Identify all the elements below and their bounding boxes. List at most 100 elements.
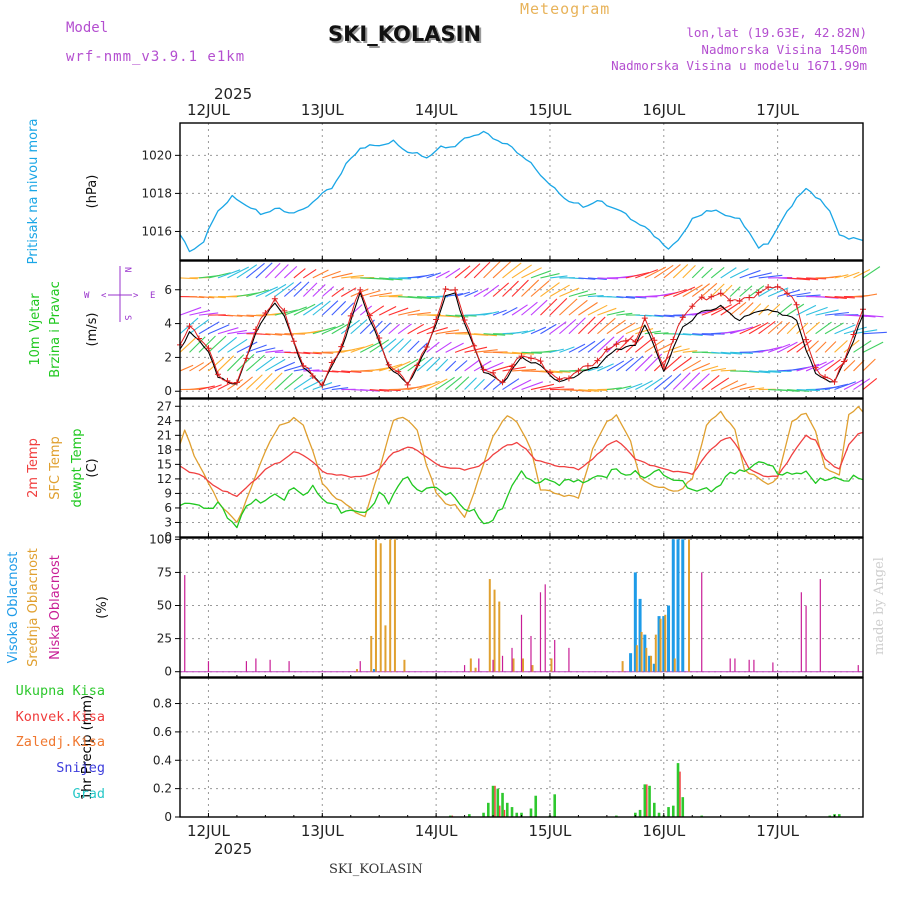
wind-arrow: [198, 321, 220, 335]
wind-arrow: [739, 370, 760, 373]
wind-gust-marker: [518, 353, 525, 360]
wind-arrow: [834, 324, 856, 335]
wind-arrow: [198, 312, 219, 316]
total-precip-bar: [496, 788, 500, 817]
wind-arrow: [578, 340, 596, 353]
conv-precip-bar: [451, 815, 454, 817]
wind-gust-marker: [423, 343, 430, 350]
wind-gust-marker: [414, 362, 421, 369]
wind-arrow: [388, 323, 400, 335]
wind-gust-marker: [774, 283, 781, 290]
wind-arrow: [796, 388, 820, 392]
low-cloud-bar: [245, 661, 248, 672]
wind-arrow: [360, 388, 379, 392]
precip-legend-2: Zaledj.Kisa: [16, 734, 105, 750]
wind-arrow: [843, 379, 864, 391]
wind-arrow: [682, 372, 701, 390]
wind-arrow: [350, 343, 374, 353]
wind-arrow: [483, 284, 500, 297]
sfc-temp-line: [179, 405, 864, 523]
ytick-label-temperature-8: 24: [157, 414, 172, 428]
low-cloud-bar: [511, 647, 513, 672]
wind-arrow: [644, 330, 662, 335]
wind-arrow: [530, 326, 547, 335]
total-precip-bar: [529, 808, 533, 817]
wind-arrow: [692, 362, 710, 372]
wind-arrow: [521, 329, 536, 335]
wind-arrow: [701, 306, 725, 316]
wind-gust-marker: [736, 298, 743, 305]
wind-arrow: [796, 277, 819, 281]
precip-legend-4: Grad: [72, 786, 105, 802]
mid-cloud-bar: [654, 634, 657, 672]
footer-station: SKI_KOLASIN: [329, 862, 423, 877]
wind-gust-marker: [347, 312, 354, 319]
wind-arrow: [445, 376, 463, 390]
wind-gust-marker: [594, 357, 601, 364]
wind-arrow: [407, 340, 420, 353]
total-precip-bar: [657, 812, 661, 817]
wind-arrow: [549, 370, 571, 373]
ytick-label-wind-3: 6: [164, 283, 172, 297]
wind-arrow: [208, 335, 227, 353]
wind-gust-marker: [708, 293, 715, 300]
wind-arrow: [682, 350, 698, 353]
wind-arrow: [369, 277, 394, 281]
ytick-label-wind-1: 2: [164, 350, 172, 364]
wind-arrow: [521, 301, 538, 316]
mid-cloud-bar: [664, 614, 667, 672]
total-precip-bar: [634, 812, 637, 817]
ylabel-wind-0: 10m Vjetar: [28, 293, 43, 366]
mid-cloud-bar: [493, 589, 496, 672]
wind-arrow: [653, 353, 672, 372]
low-cloud-bar: [184, 575, 186, 672]
precip-legend-0: Ukupna Kisa: [16, 683, 105, 699]
wind-arrow: [511, 279, 529, 297]
wind-arrow: [853, 268, 871, 279]
wind-arrow: [625, 335, 644, 353]
wind-arrow: [454, 376, 470, 390]
wind-arrow: [454, 360, 468, 372]
ylabel-temperature-1: SFC Temp: [48, 436, 63, 500]
high-cloud-bar: [648, 655, 652, 672]
wind-arrow: [407, 295, 432, 300]
wind-arrow: [312, 300, 331, 316]
low-cloud-bar: [269, 659, 271, 672]
wind-arrow: [189, 336, 206, 353]
wind-arrow: [388, 360, 411, 372]
station-title: SKI_KOLASIN: [328, 22, 482, 46]
mid-cloud-bar: [374, 539, 377, 672]
wind-arrow: [464, 263, 481, 279]
low-cloud-bar: [701, 572, 703, 672]
wind-arrow: [492, 363, 516, 372]
panel-frame-wind: [179, 260, 864, 399]
wind-arrow: [568, 388, 592, 392]
panel-pressure: [179, 123, 864, 260]
wind-arrow: [739, 323, 762, 335]
wind-arrow: [673, 286, 696, 298]
wind-arrow: [511, 351, 534, 355]
wind-arrow: [445, 342, 464, 353]
wind-gust-marker: [328, 359, 335, 366]
wind-arrow: [805, 306, 828, 316]
wind-arrow: [208, 295, 226, 299]
wind-arrow: [777, 321, 791, 335]
wind-gust-marker: [831, 378, 838, 385]
wind-arrow: [359, 341, 382, 353]
wind-arrow: [786, 303, 805, 316]
wind-arrow: [758, 274, 783, 279]
wind-arrow: [587, 277, 607, 281]
mid-cloud-bar: [488, 579, 491, 672]
wind-arrow: [729, 268, 749, 279]
wind-arrow: [616, 295, 636, 299]
wind-arrow: [578, 316, 596, 335]
wind-arrow: [227, 378, 243, 391]
low-cloud-bar: [805, 605, 807, 672]
wind-arrow: [701, 267, 713, 279]
wind-arrow: [853, 378, 871, 391]
high-cloud-bar: [681, 539, 685, 672]
high-cloud-bar: [643, 634, 647, 672]
wind-gust-marker: [812, 364, 819, 371]
wind-arrow: [483, 333, 506, 336]
wind-arrow: [246, 354, 265, 372]
